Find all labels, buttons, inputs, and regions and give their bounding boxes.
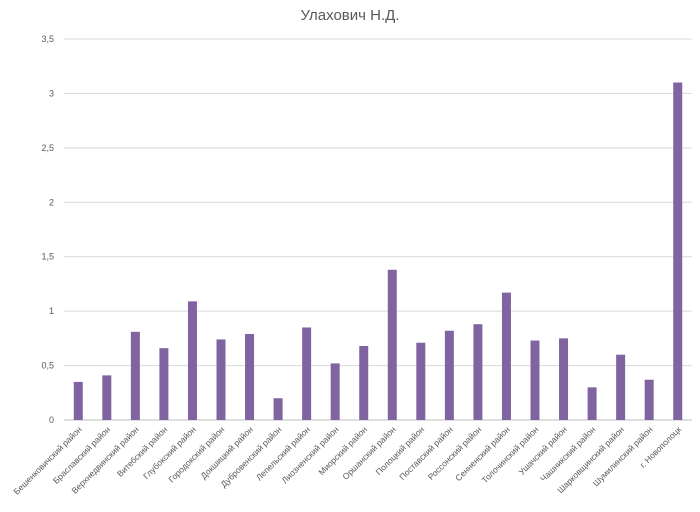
bar xyxy=(444,330,454,420)
bar xyxy=(359,345,369,420)
bar xyxy=(587,387,597,420)
y-axis-ticks: 0 0,5 1 1,5 2 2,5 3 3,5 xyxy=(41,34,54,425)
x-category-label: Миорский район xyxy=(316,424,369,477)
y-tick-label: 1 xyxy=(49,306,54,316)
y-tick-label: 2,5 xyxy=(41,143,54,153)
bar xyxy=(159,348,169,420)
bar xyxy=(102,375,112,420)
y-tick-label: 1,5 xyxy=(41,252,54,262)
y-tick-label: 2 xyxy=(49,197,54,207)
bar xyxy=(616,354,626,420)
chart-title: Улахович Н.Д. xyxy=(300,7,400,24)
bar xyxy=(216,339,226,420)
bar xyxy=(501,292,511,420)
bar xyxy=(416,342,426,420)
x-category-label: Полоцкий район xyxy=(374,424,427,477)
y-tick-label: 0 xyxy=(49,415,54,425)
x-category-label: Глубокский район xyxy=(141,424,198,481)
bar xyxy=(530,340,540,420)
grid-lines xyxy=(64,38,692,421)
bars xyxy=(73,82,683,421)
x-category-label: Витебский район xyxy=(115,424,170,479)
bar xyxy=(73,381,83,420)
bar xyxy=(559,338,569,420)
y-tick-label: 0,5 xyxy=(41,361,54,371)
bar xyxy=(673,82,683,421)
bar xyxy=(302,327,312,420)
bar xyxy=(387,269,397,420)
bar xyxy=(473,324,483,420)
bar xyxy=(130,331,140,420)
bar xyxy=(245,334,255,420)
bar xyxy=(187,301,197,420)
bar xyxy=(644,379,654,420)
bar xyxy=(330,363,340,420)
y-tick-label: 3 xyxy=(49,88,54,98)
y-tick-label: 3,5 xyxy=(41,34,54,44)
bar xyxy=(273,398,283,420)
x-category-label: Докшицкий район xyxy=(198,424,255,481)
